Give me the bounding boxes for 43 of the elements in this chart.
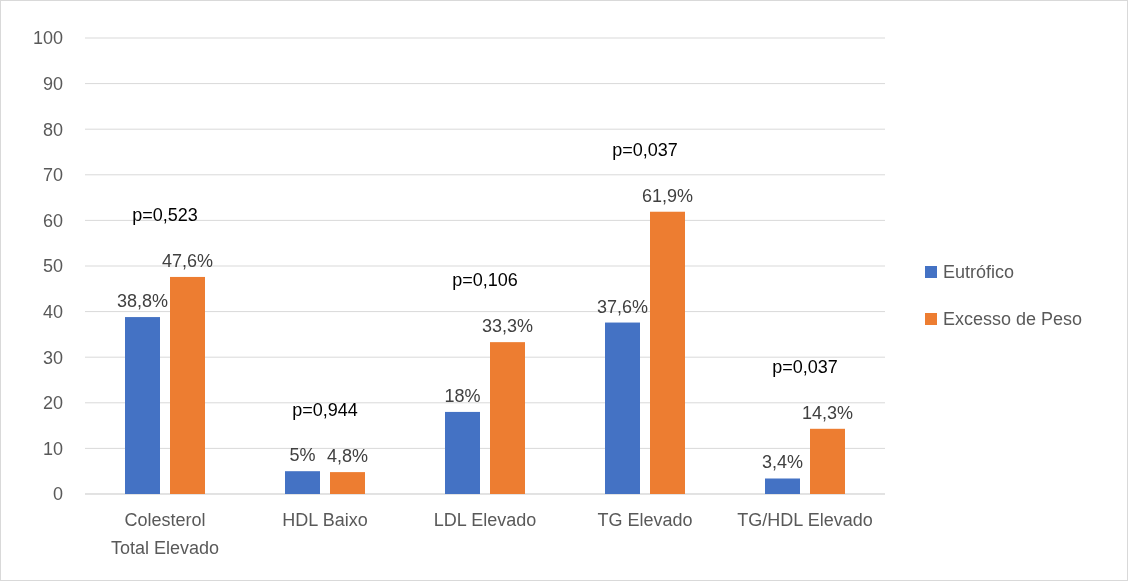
data-label: 5% [289,445,316,466]
y-tick-label: 30 [42,347,63,368]
legend-label: Excesso de Peso [943,309,1083,330]
data-label: 37,6% [596,296,649,317]
data-label: 14,3% [801,402,854,423]
bar [445,411,480,494]
y-tick-label: 50 [42,256,63,277]
annotation: p=0,037 [772,357,838,378]
bar [330,472,365,494]
y-tick-label: 40 [42,301,63,322]
y-tick-label: 10 [42,438,63,459]
y-tick-label: 20 [42,393,63,414]
bar [650,211,685,494]
x-tick-label: LDL Elevado [433,510,537,530]
bar [125,317,160,494]
data-label: 4,8% [326,446,369,467]
bar [170,276,205,494]
annotation: p=0,944 [292,399,358,420]
x-tick-label: Colesterol Total Elevado [110,510,220,558]
y-tick-label: 70 [42,165,63,186]
legend-label: Eutrófico [943,262,1015,283]
bar [765,478,800,494]
bar [285,471,320,494]
x-tick-label: TG Elevado [597,510,693,530]
annotation: p=0,037 [612,140,678,161]
bar [810,428,845,494]
y-tick-label: 80 [42,119,63,140]
bar [605,322,640,494]
annotation: p=0,106 [452,270,518,291]
x-tick-label: TG/HDL Elevado [737,510,873,530]
y-tick-label: 90 [42,73,63,94]
data-label: 47,6% [161,250,214,271]
data-label: 18% [444,385,481,406]
x-tick-label: HDL Baixo [282,510,368,530]
data-label: 3,4% [761,452,804,473]
annotation: p=0,523 [132,205,198,226]
data-label: 33,3% [481,316,534,337]
y-tick-label: 60 [42,210,63,231]
bar [490,342,525,494]
y-tick-label: 100 [32,28,63,49]
data-label: 38,8% [116,291,169,312]
data-label: 61,9% [641,185,694,206]
y-tick-label: 0 [52,484,63,505]
